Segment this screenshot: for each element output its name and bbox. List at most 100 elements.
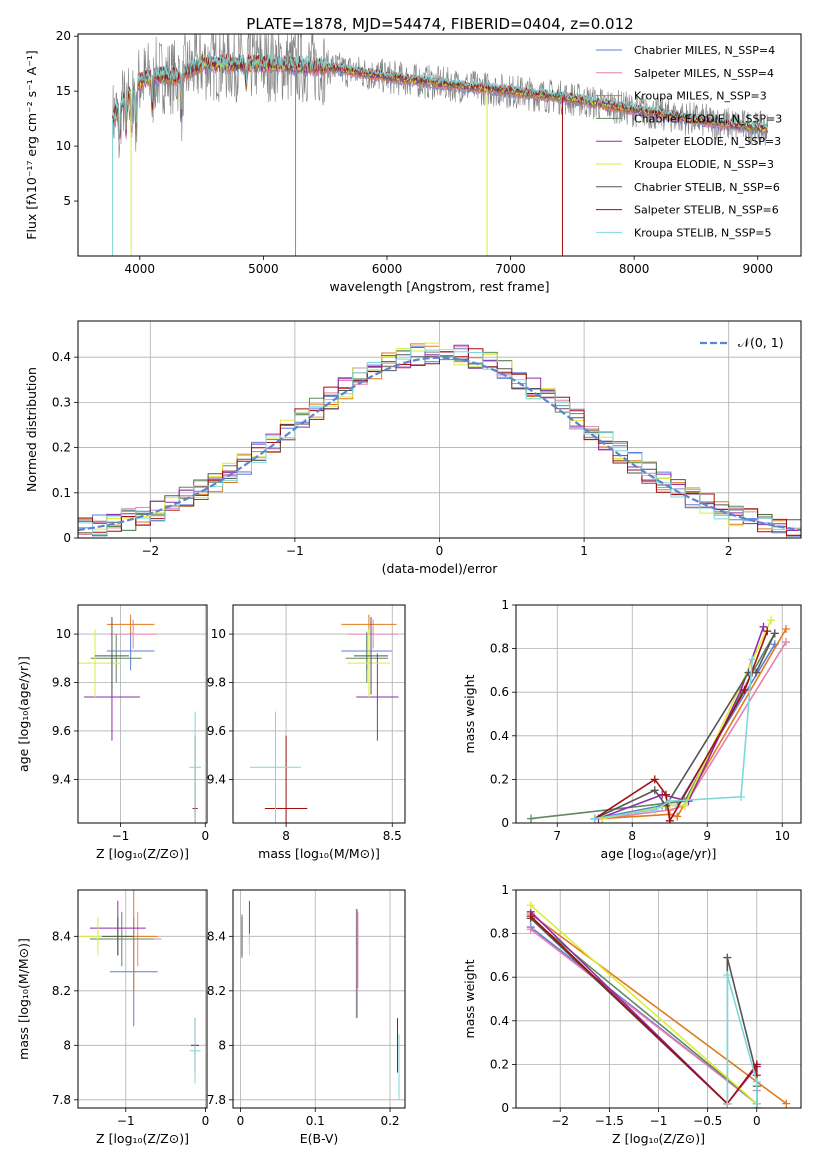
- normal-curve: [78, 356, 801, 532]
- y-tick-label: 0: [63, 531, 71, 545]
- series-line: [530, 913, 787, 1105]
- histogram-step: [78, 342, 801, 534]
- y-tick-label: 7.8: [207, 1093, 226, 1107]
- x-tick-label: 9000: [742, 262, 773, 276]
- legend-entry: Salpeter MILES, N_SSP=4: [634, 67, 774, 80]
- y-tick-label: 10: [56, 627, 71, 641]
- x-tick-label: −1: [650, 1114, 668, 1128]
- y-tick-label: 0.6: [490, 970, 509, 984]
- data-point-marker: [740, 686, 749, 695]
- data-point-marker: [723, 1099, 732, 1108]
- x-tick-label: 6000: [372, 262, 403, 276]
- plot-area: [526, 901, 791, 1108]
- x-tick-label: 0: [436, 544, 444, 558]
- x-tick-label: 1: [580, 544, 588, 558]
- plot-area: [78, 890, 201, 1084]
- y-tick-label: 9.6: [52, 724, 71, 738]
- y-tick-label: 0.2: [490, 1057, 509, 1071]
- series-line: [598, 626, 765, 820]
- y-tick-label: 10: [56, 139, 71, 153]
- y-tick-label: 0.4: [490, 1014, 509, 1028]
- panel-massweight_vs_age: 7 8 9 10 0 0.2 0.4 0.6 0.8 1 age [log₁₀(age/yr)] ma…: [462, 598, 802, 861]
- data-point-marker: [526, 925, 535, 934]
- x-tick-label: 0.1: [306, 1114, 325, 1128]
- axes-frame: [77, 604, 208, 824]
- panel-spectrum: 4000 5000 6000 7000 8000 9000 5 10 15 20 wavelengt…: [24, 29, 802, 294]
- figure-title: PLATE=1878, MJD=54474, FIBERID=0404, z=0…: [246, 15, 633, 33]
- plot-area: [78, 614, 202, 823]
- y-tick-label: 0.2: [52, 441, 71, 455]
- x-tick-label: 0: [201, 829, 209, 843]
- legend-entry: Kroupa STELIB, N_SSP=5: [634, 226, 772, 239]
- y-tick-label: 0.6: [490, 685, 509, 699]
- y-tick-label: 5: [63, 194, 71, 208]
- y-tick-label: 9.8: [207, 676, 226, 690]
- y-tick-label: 8.2: [207, 984, 226, 998]
- x-tick-label: 8000: [619, 262, 650, 276]
- y-tick-label: 8: [218, 1038, 226, 1052]
- data-point-marker: [680, 801, 689, 810]
- x-tick-label: 2: [725, 544, 733, 558]
- x-tick-label: −1: [117, 1114, 135, 1128]
- x-tick-label: −1.5: [595, 1114, 624, 1128]
- x-tick-label: 10: [775, 829, 790, 843]
- y-tick-label: 0.2: [490, 772, 509, 786]
- plot-area: [249, 614, 399, 823]
- data-point-marker: [650, 786, 659, 795]
- data-point-marker: [752, 1077, 761, 1086]
- data-point-marker: [782, 1099, 791, 1108]
- series-line: [530, 928, 758, 1106]
- plot-area: [78, 342, 801, 538]
- axes-frame: [77, 889, 208, 1109]
- y-tick-label: 9.4: [207, 772, 226, 786]
- legend-entry: Salpeter ELODIE, N_SSP=3: [634, 135, 781, 148]
- y-tick-label: 15: [56, 84, 71, 98]
- y-tick-label: 0.8: [490, 927, 509, 941]
- y-tick-label: 9.4: [52, 772, 71, 786]
- x-axis-label: mass [log₁₀(M/M⊙)]: [258, 846, 380, 861]
- y-axis-label: Normed distribution: [24, 367, 39, 492]
- plot-area: [112, 34, 768, 256]
- x-tick-label: 0.2: [380, 1114, 399, 1128]
- data-point-marker: [752, 668, 760, 677]
- data-point-marker: [767, 616, 775, 625]
- y-tick-label: 0: [501, 1101, 509, 1115]
- y-tick-label: 9.6: [207, 724, 226, 738]
- y-tick-label: 9.8: [52, 676, 71, 690]
- plot-area: [241, 900, 400, 1100]
- x-tick-label: 8: [628, 829, 636, 843]
- x-axis-label: wavelength [Angstrom, rest frame]: [329, 279, 549, 294]
- y-axis-label: mass weight: [462, 959, 477, 1038]
- y-tick-label: 7.8: [52, 1093, 71, 1107]
- y-tick-label: 1: [501, 883, 509, 897]
- axes-frame: [515, 604, 802, 824]
- data-point-marker: [759, 622, 768, 631]
- y-tick-label: 0.4: [490, 729, 509, 743]
- data-point-marker: [527, 814, 535, 823]
- panel-age_vs_mass: 8 8.5 9.4 9.6 9.8 10 mass [log₁₀(M/M⊙)]: [207, 604, 406, 861]
- panel-mass_vs_EBV: 0 0.1 0.2 7.8 8 8.2 8.4 E(B-V): [207, 889, 406, 1146]
- plot-area: [527, 616, 790, 823]
- x-tick-label: 0: [202, 1114, 210, 1128]
- data-point-marker: [737, 792, 745, 801]
- x-tick-label: 8.5: [383, 829, 402, 843]
- data-point-marker: [673, 812, 682, 821]
- y-tick-label: 0: [501, 816, 509, 830]
- x-tick-label: 7: [553, 829, 561, 843]
- series-line: [530, 904, 758, 1105]
- y-tick-label: 8.2: [52, 984, 71, 998]
- panel-residuals: −2 −1 0 1 2 0 0.1 0.2 0.3 0.4 (data-model)/error No…: [24, 320, 802, 576]
- data-point-marker: [650, 775, 659, 784]
- x-axis-label: E(B-V): [300, 1131, 339, 1146]
- x-axis-label: Z [log₁₀(Z/Z⊙)]: [612, 1131, 705, 1146]
- x-tick-label: −1: [286, 544, 304, 558]
- data-point-marker: [752, 1060, 761, 1069]
- data-point-marker: [526, 901, 535, 910]
- panel-age_vs_Z: −1 0 9.4 9.6 9.8 10 Z [log₁₀(Z/Z⊙)] age [log₁₀(…: [16, 604, 209, 861]
- data-point-marker: [782, 624, 790, 633]
- y-axis-label: age [log₁₀(age/yr)]: [16, 656, 31, 772]
- y-axis-label: Flux [fλ10⁻¹⁷ erg cm⁻² s⁻¹ A⁻¹]: [24, 50, 39, 239]
- data-point-marker: [782, 638, 790, 647]
- y-tick-label: 8.4: [52, 929, 71, 943]
- series-line: [594, 632, 776, 820]
